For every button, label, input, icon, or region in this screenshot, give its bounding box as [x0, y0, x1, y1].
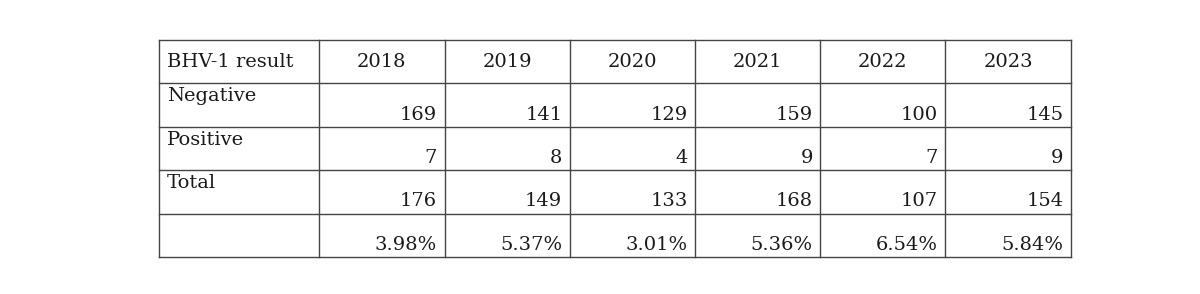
Text: 133: 133: [650, 193, 688, 211]
Text: 7: 7: [925, 149, 938, 167]
Text: 149: 149: [526, 193, 563, 211]
Text: 168: 168: [775, 193, 812, 211]
Text: 159: 159: [775, 106, 812, 123]
Text: 100: 100: [901, 106, 938, 123]
Text: 145: 145: [1026, 106, 1063, 123]
Text: 2020: 2020: [607, 53, 658, 71]
Text: Positive: Positive: [167, 131, 244, 149]
Text: 5.36%: 5.36%: [751, 236, 812, 254]
Text: 8: 8: [550, 149, 563, 167]
Text: 6.54%: 6.54%: [876, 236, 938, 254]
Text: 2018: 2018: [358, 53, 407, 71]
Text: 2022: 2022: [858, 53, 907, 71]
Text: 107: 107: [901, 193, 938, 211]
Text: 9: 9: [1051, 149, 1063, 167]
Text: 3.01%: 3.01%: [625, 236, 688, 254]
Text: BHV-1 result: BHV-1 result: [167, 53, 293, 71]
Text: 141: 141: [526, 106, 563, 123]
Text: 4: 4: [676, 149, 688, 167]
Text: 7: 7: [425, 149, 437, 167]
Text: 2019: 2019: [482, 53, 532, 71]
Text: 129: 129: [650, 106, 688, 123]
Text: 169: 169: [400, 106, 437, 123]
Text: Total: Total: [167, 174, 216, 192]
Text: 5.37%: 5.37%: [500, 236, 563, 254]
Text: 176: 176: [400, 193, 437, 211]
Text: 5.84%: 5.84%: [1001, 236, 1063, 254]
Text: Negative: Negative: [167, 87, 256, 105]
Text: 9: 9: [800, 149, 812, 167]
Text: 2021: 2021: [733, 53, 782, 71]
Text: 2023: 2023: [983, 53, 1033, 71]
Text: 3.98%: 3.98%: [374, 236, 437, 254]
Text: 154: 154: [1026, 193, 1063, 211]
